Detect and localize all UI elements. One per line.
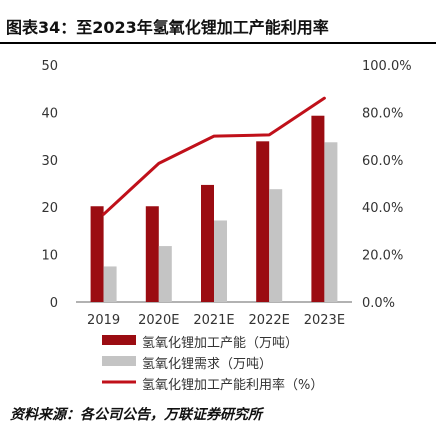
chart-title-bar: 图表34：至2023年氢氧化锂加工产能利用率 [0, 0, 436, 44]
capacity-bar [201, 184, 214, 302]
capacity-bar [90, 206, 104, 302]
source-note: 资料来源：各公司公告，万联证券研究所 [10, 407, 262, 423]
capacity-bar [145, 206, 159, 302]
y-right-tick-label: 100.0% [362, 59, 412, 74]
x-tick-label: 2019 [87, 313, 120, 328]
legend-label: 氢氧化锂加工产能（万吨） [142, 336, 298, 351]
chart-title: 图表34：至2023年氢氧化锂加工产能利用率 [6, 18, 329, 37]
y-left-tick-label: 30 [41, 154, 58, 169]
x-tick-label: 2021E [193, 313, 234, 328]
y-left-tick-label: 40 [41, 106, 58, 121]
y-right-tick-label: 20.0% [362, 249, 403, 264]
demand-bar [214, 220, 227, 302]
legend-swatch [102, 335, 136, 345]
y-left-tick-label: 0 [50, 296, 58, 311]
y-left-tick-label: 10 [41, 249, 58, 264]
legend-swatch [102, 356, 136, 366]
demand-bar [269, 189, 283, 302]
demand-bar [324, 142, 338, 302]
x-tick-label: 2022E [249, 313, 290, 328]
y-left-tick-label: 50 [41, 59, 58, 74]
y-right-tick-label: 80.0% [362, 106, 403, 121]
y-right-tick-label: 40.0% [362, 201, 403, 216]
legend-label: 氢氧化锂需求（万吨） [142, 357, 272, 372]
y-right-tick-label: 0.0% [362, 296, 395, 311]
demand-bar [158, 246, 172, 302]
y-left-tick-label: 20 [41, 201, 58, 216]
capacity-bar [256, 141, 270, 302]
chart: 0 10 20 30 40 50 0.0% 20.0% 40.0% 60.0% 80.0% 100.0… [41, 59, 412, 393]
demand-bar [103, 266, 117, 302]
utilization-line [102, 96, 326, 216]
legend-label: 氢氧化锂加工产能利用率（%） [142, 377, 323, 393]
x-tick-label: 2020E [138, 313, 179, 328]
x-tick-label: 2023E [304, 313, 345, 328]
y-right-tick-label: 60.0% [362, 154, 403, 169]
capacity-bar [311, 115, 325, 302]
